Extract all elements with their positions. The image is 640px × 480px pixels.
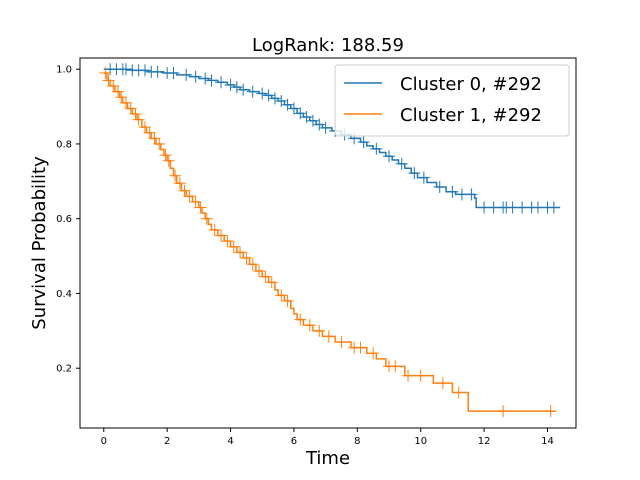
chart-title: LogRank: 188.59: [252, 35, 404, 56]
y-tick-label: 0.2: [56, 364, 72, 375]
x-tick-label: 10: [414, 436, 427, 447]
x-tick-label: 14: [541, 436, 554, 447]
y-axis: 0.2 0.4 0.6 0.8 1.0: [56, 65, 80, 375]
x-tick-label: 4: [227, 436, 233, 447]
x-tick-label: 8: [354, 436, 360, 447]
y-tick-label: 0.8: [56, 139, 72, 150]
legend: Cluster 0, #292 Cluster 1, #292: [334, 64, 570, 137]
x-tick-label: 6: [291, 436, 297, 447]
x-tick-label: 2: [164, 436, 170, 447]
series-cluster-1: [99, 66, 557, 418]
plot-frame: [79, 57, 577, 429]
y-tick-label: 0.4: [56, 289, 72, 300]
y-tick-label: 1.0: [56, 65, 72, 76]
plot-area: [99, 63, 561, 418]
y-axis-label: Survival Probability: [29, 156, 50, 330]
y-tick-label: 0.6: [56, 214, 72, 225]
legend-label-cluster-0: Cluster 0, #292: [400, 74, 542, 95]
x-axis-label: Time: [305, 448, 350, 469]
legend-box: [334, 64, 570, 137]
survival-curve-cluster-1: [103, 72, 556, 412]
x-tick-label: 0: [101, 436, 107, 447]
legend-label-cluster-1: Cluster 1, #292: [400, 105, 542, 126]
x-tick-label: 12: [478, 436, 491, 447]
series-cluster-0: [103, 63, 561, 214]
x-axis: 0 2 4 6 8 10 12 14: [101, 428, 554, 447]
